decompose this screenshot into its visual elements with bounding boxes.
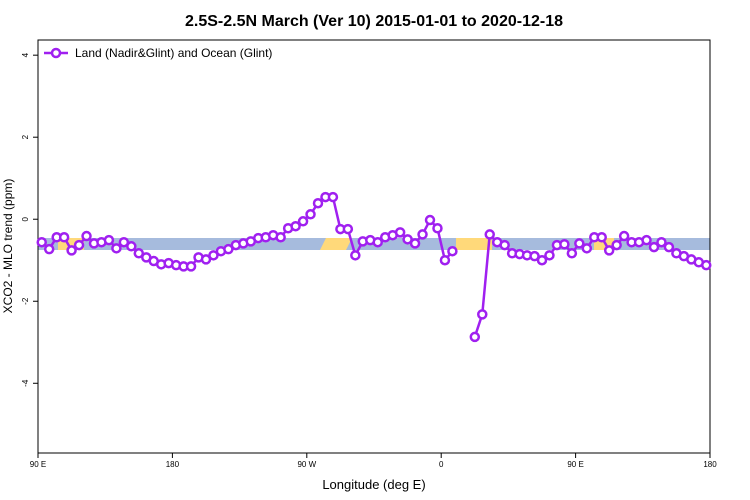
data-point: [417, 229, 428, 240]
x-tick-label: 90 E: [567, 460, 583, 469]
data-point: [185, 261, 197, 272]
data-point: [477, 309, 488, 320]
y-tick-label: 2: [21, 134, 30, 139]
data-point: [103, 234, 115, 246]
data-point: [297, 216, 309, 227]
x-tick-label: 0: [439, 460, 444, 469]
data-point: [290, 220, 301, 232]
chart-title: 2.5S-2.5N March (Ver 10) 2015-01-01 to 2…: [185, 13, 563, 30]
data-point: [484, 229, 495, 240]
data-point: [73, 239, 85, 251]
x-tick-label: 90 W: [297, 460, 316, 469]
data-point: [603, 245, 615, 256]
data-point: [275, 232, 286, 243]
data-point: [111, 243, 122, 254]
plot-frame: [37, 39, 711, 454]
data-point: [499, 239, 510, 251]
data-point: [581, 243, 593, 254]
data-point: [447, 245, 458, 257]
data-point: [424, 214, 436, 226]
data-point: [36, 236, 47, 248]
data-point: [58, 232, 70, 243]
data-point: [342, 223, 354, 235]
data-point: [566, 248, 578, 259]
data-point: [200, 254, 212, 265]
data-point: [656, 236, 667, 248]
x-tick-label: 90 E: [30, 460, 46, 469]
y-tick-label: 0: [21, 216, 30, 221]
data-point: [81, 230, 92, 242]
land-band: [320, 238, 352, 250]
data-point: [663, 241, 675, 253]
data-point: [596, 232, 607, 243]
data-point: [372, 236, 383, 248]
data-point: [305, 209, 316, 220]
data-point: [574, 238, 585, 249]
data-point: [118, 236, 130, 248]
data-point: [701, 259, 712, 271]
data-point: [544, 250, 555, 261]
y-axis-label: XCO2 - MLO trend (ppm): [1, 179, 15, 314]
land-band: [456, 238, 492, 250]
data-point: [641, 234, 652, 246]
data-point: [223, 243, 234, 255]
data-point: [618, 230, 630, 242]
x-tick-label: 180: [703, 460, 717, 469]
data-point: [529, 250, 540, 262]
x-tick-label: 180: [166, 460, 180, 469]
data-point: [66, 245, 77, 256]
data-point: [648, 241, 660, 253]
data-point: [559, 238, 570, 250]
data-point: [133, 248, 145, 259]
y-tick-label: -2: [21, 297, 30, 305]
data-point: [126, 241, 137, 252]
data-point: [43, 243, 55, 255]
legend-label: Land (Nadir&Glint) and Ocean (Glint): [75, 46, 272, 60]
data-point: [394, 227, 406, 238]
data-point: [439, 254, 451, 266]
y-tick-label: 4: [21, 52, 30, 57]
data-point: [208, 250, 219, 261]
data-point: [402, 234, 413, 245]
data-point: [312, 197, 324, 209]
data-point: [611, 239, 622, 251]
data-point: [327, 191, 339, 203]
data-point: [536, 254, 548, 266]
data-point: [350, 250, 361, 261]
legend-marker: [50, 47, 62, 59]
data-point: [469, 331, 481, 343]
x-axis-label: Longitude (deg E): [322, 477, 425, 492]
data-point: [409, 238, 421, 249]
y-tick-label: -4: [21, 379, 30, 387]
data-point: [432, 222, 443, 234]
